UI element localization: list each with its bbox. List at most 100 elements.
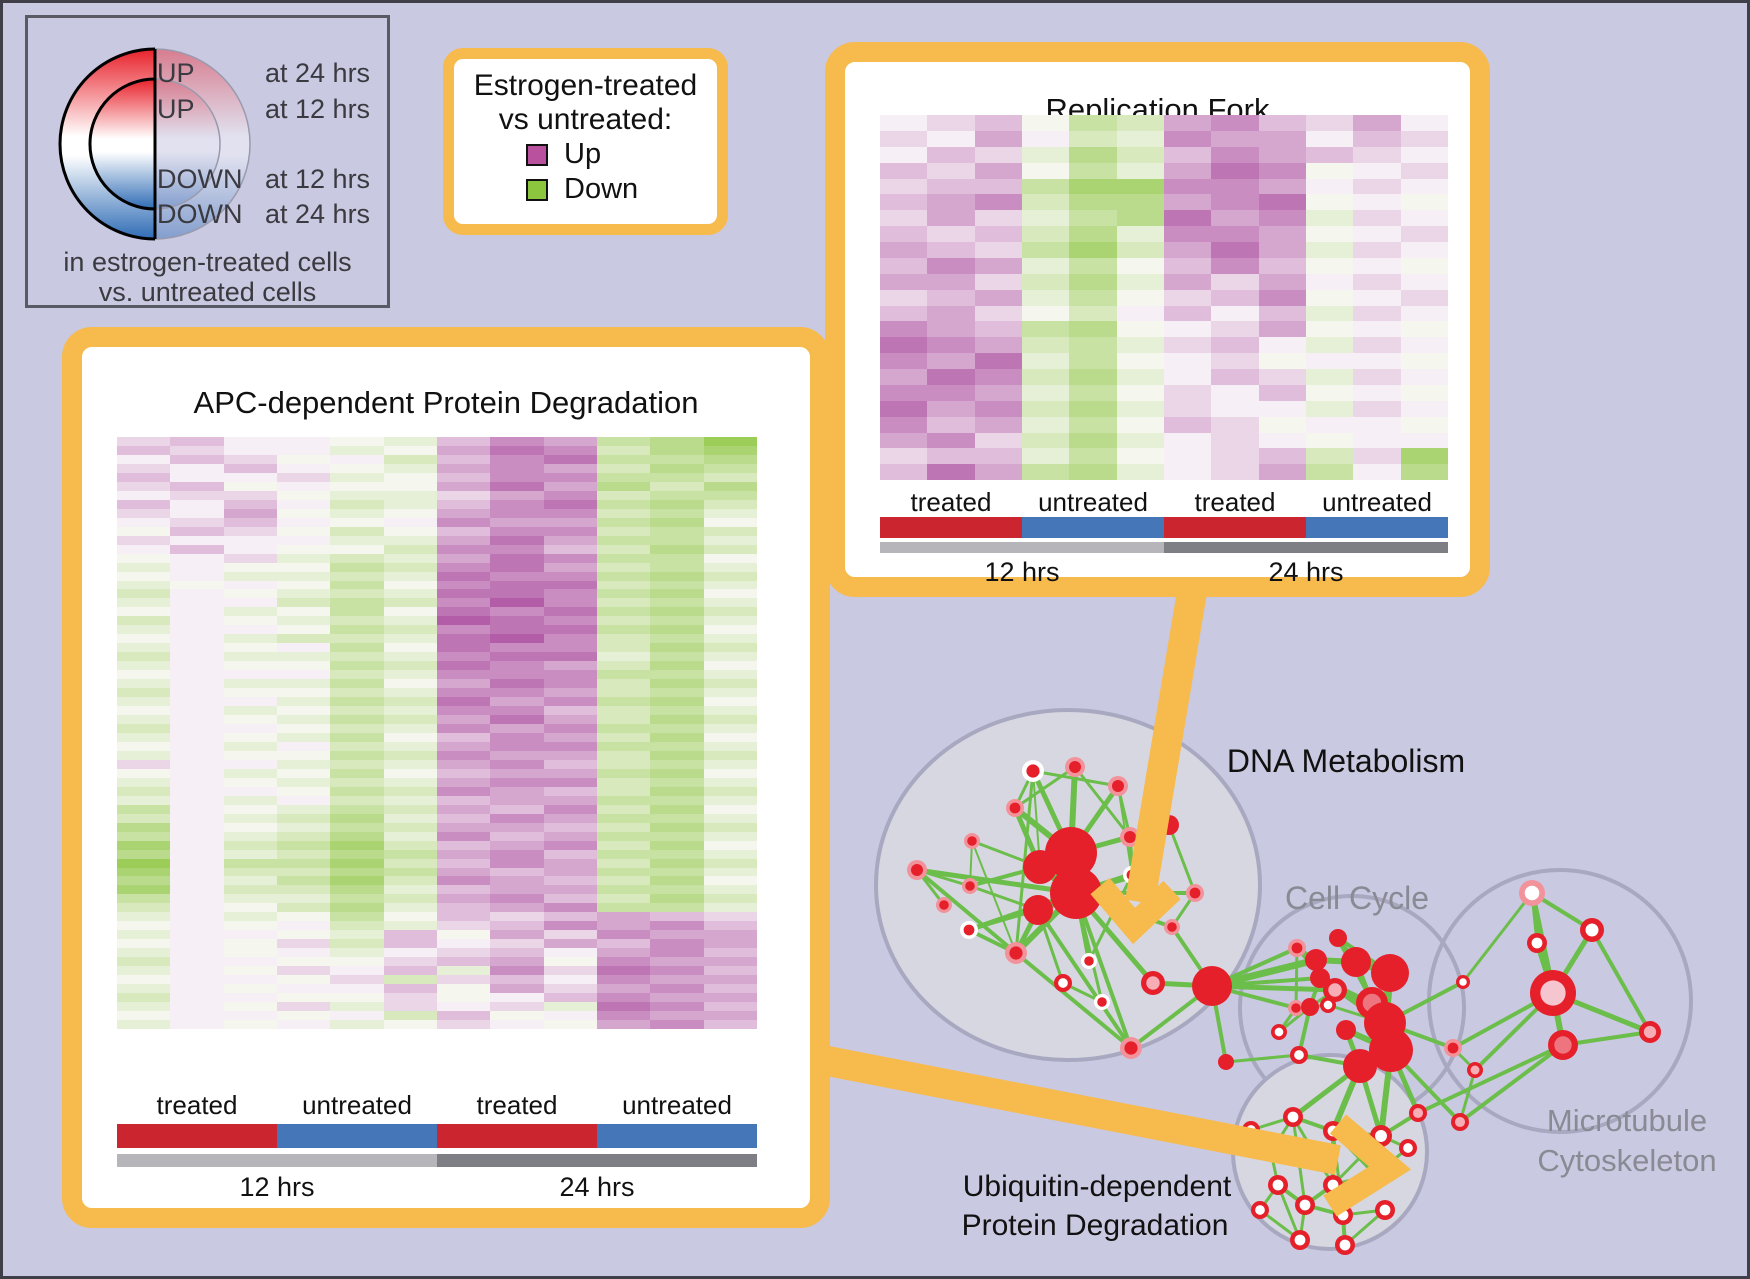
heatmap-row bbox=[117, 589, 757, 599]
heatmap-row bbox=[117, 607, 757, 617]
network-edge bbox=[1417, 1043, 1564, 1115]
network-node-core bbox=[1287, 1111, 1299, 1123]
network-node-core bbox=[1069, 761, 1081, 773]
replication-fork-panel: Replication Fork treated untreated treat… bbox=[825, 42, 1490, 597]
network-node-core bbox=[1459, 978, 1467, 986]
heatmap-row bbox=[117, 688, 757, 698]
network-node-core bbox=[1323, 1000, 1333, 1010]
network-node bbox=[1369, 1028, 1413, 1072]
network-node-core bbox=[1124, 1041, 1138, 1055]
network-edge bbox=[1458, 1043, 1565, 1124]
heatmap-row bbox=[117, 777, 757, 787]
network-node-core bbox=[967, 836, 977, 846]
ring-footer-line2: vs. untreated cells bbox=[98, 277, 317, 307]
rf-time-labels: 12 hrs 24 hrs bbox=[880, 557, 1448, 589]
network-node bbox=[1310, 968, 1330, 988]
heatmap-row bbox=[117, 463, 757, 473]
heatmap-row bbox=[880, 242, 1448, 258]
heatmap-row bbox=[117, 472, 757, 482]
network-node-core bbox=[1412, 1107, 1424, 1119]
network-node-core bbox=[1540, 980, 1566, 1006]
network-node bbox=[1341, 947, 1371, 977]
rf-24hrs-label: 24 hrs bbox=[1268, 557, 1344, 587]
heatmap-row bbox=[117, 490, 757, 500]
network-node-core bbox=[1291, 1003, 1301, 1013]
network-node-core bbox=[1026, 764, 1040, 778]
rf-condition-bars bbox=[880, 517, 1448, 538]
network-node-core bbox=[911, 864, 923, 876]
network-node bbox=[1336, 1020, 1356, 1040]
estrogen-legend-box: Estrogen-treated vs untreated: Up Down bbox=[443, 48, 728, 235]
legend-row-down: Down bbox=[526, 173, 638, 206]
network-node-core bbox=[963, 924, 975, 936]
ring-at-24b-label: at 24 hrs bbox=[265, 199, 371, 229]
network-node-core bbox=[1009, 802, 1021, 814]
heatmap-row bbox=[117, 849, 757, 859]
network-node bbox=[1045, 827, 1097, 879]
heatmap-row bbox=[880, 384, 1448, 401]
network-edge bbox=[1294, 947, 1299, 1009]
network-node-core bbox=[1524, 885, 1540, 901]
network-node-core bbox=[1554, 1036, 1572, 1054]
heatmap-row bbox=[117, 598, 757, 608]
apc-group-labels: treated untreated treated untreated bbox=[117, 1090, 757, 1120]
network-edge bbox=[1225, 1053, 1300, 1064]
heatmap-row bbox=[117, 786, 757, 796]
heatmap-row bbox=[880, 146, 1448, 163]
network-node-core bbox=[1470, 1065, 1480, 1075]
connector-arrow-1 bbox=[1125, 589, 1207, 905]
heatmap-row bbox=[880, 416, 1448, 433]
heatmap-row bbox=[117, 840, 757, 850]
network-edge bbox=[1074, 892, 1133, 1049]
heatmap-row bbox=[117, 715, 757, 724]
connector-arrowhead-icon bbox=[1323, 1114, 1412, 1217]
heatmap-row bbox=[880, 448, 1448, 465]
network-node bbox=[1050, 867, 1102, 919]
connector-arrow-2 bbox=[809, 1043, 1341, 1175]
heatmap-row bbox=[117, 732, 757, 742]
heatmap-row bbox=[117, 634, 757, 644]
apc-time-labels: 12 hrs 24 hrs bbox=[117, 1172, 757, 1204]
apc-time-bars bbox=[117, 1154, 757, 1167]
heatmap-row bbox=[117, 652, 757, 662]
heatmap-row bbox=[880, 162, 1448, 179]
network-node-core bbox=[1339, 1239, 1351, 1251]
cluster-label-microtubule: Microtubule bbox=[1546, 1103, 1708, 1138]
network-node bbox=[1023, 850, 1057, 884]
ring-up-24-label: UP bbox=[157, 58, 195, 88]
heatmap-row bbox=[880, 178, 1448, 195]
heatmap-row bbox=[117, 1002, 757, 1011]
network-node-core bbox=[1643, 1025, 1657, 1039]
heatmap-row bbox=[117, 445, 757, 455]
cluster-label-dna-metabolism: DNA Metabolism bbox=[1226, 743, 1466, 779]
apc-untreated-12-label: untreated bbox=[302, 1090, 412, 1120]
network-node-core bbox=[1454, 1116, 1466, 1128]
network-node-core bbox=[1146, 976, 1160, 990]
heatmap-row bbox=[117, 508, 757, 518]
network-node-core bbox=[965, 881, 975, 891]
heatmap-row bbox=[117, 661, 757, 671]
network-node-core bbox=[1124, 831, 1136, 843]
network-edge bbox=[1461, 892, 1534, 983]
network-node-core bbox=[1084, 956, 1094, 966]
network-node-core bbox=[939, 900, 949, 910]
ring-legend-box: UP at 24 hrs UP at 12 hrs DOWN at 12 hrs… bbox=[25, 15, 390, 308]
network-node bbox=[1343, 1049, 1377, 1083]
heatmap-row bbox=[880, 273, 1448, 290]
network-edge bbox=[1036, 908, 1133, 1050]
apc-heatmap bbox=[117, 437, 757, 1029]
network-node-core bbox=[1097, 997, 1107, 1007]
heatmap-row bbox=[117, 831, 757, 841]
apc-untreated-24-label: untreated bbox=[622, 1090, 732, 1120]
down-color-swatch bbox=[526, 178, 548, 201]
heatmap-row bbox=[117, 1011, 757, 1020]
network-node bbox=[1218, 1054, 1234, 1070]
network-edge bbox=[916, 867, 1077, 896]
heatmap-row bbox=[880, 257, 1448, 274]
heatmap-row bbox=[880, 464, 1448, 481]
heatmap-row bbox=[880, 305, 1448, 322]
network-edge bbox=[1073, 766, 1132, 838]
heatmap-row bbox=[117, 966, 757, 976]
heatmap-row bbox=[117, 481, 757, 491]
heatmap-row bbox=[117, 741, 757, 751]
